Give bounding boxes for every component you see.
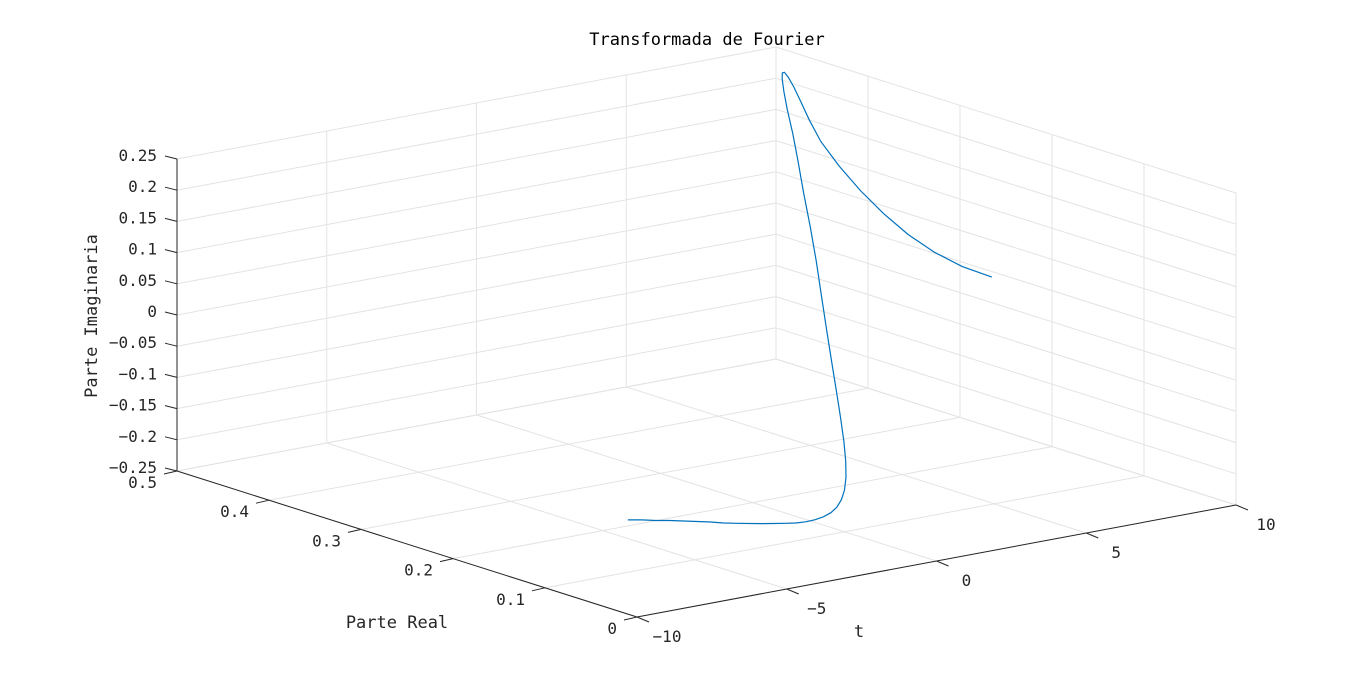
grid-line-t — [476, 414, 937, 562]
t-tick — [1235, 504, 1249, 511]
t-tick-label: −5 — [807, 599, 826, 618]
grid-line-z — [775, 327, 1237, 475]
z-tick-label: 0.15 — [118, 208, 157, 227]
tick-labels: −0.25−0.2−0.15−0.1−0.0500.050.10.150.20.… — [109, 146, 1276, 646]
grid-line-z — [775, 77, 1237, 225]
z-tick — [164, 467, 178, 472]
x-tick-label: 0.1 — [496, 590, 525, 609]
t-tick-label: 5 — [1111, 543, 1121, 562]
z-tick — [164, 311, 178, 316]
grid-line-z — [775, 140, 1237, 288]
y-axis-label: t — [854, 622, 864, 642]
x-tick — [439, 558, 454, 563]
z-tick — [164, 342, 178, 347]
x-axis-label: Parte Real — [346, 613, 448, 633]
z-tick — [164, 186, 178, 191]
z-tick — [164, 436, 178, 441]
grid-line-z — [775, 108, 1237, 256]
x-tick — [255, 499, 270, 504]
z-tick-label: −0.1 — [118, 364, 157, 383]
t-tick — [786, 588, 799, 595]
fourier-curve — [627, 71, 993, 525]
t-tick — [1086, 532, 1099, 539]
z-tick — [164, 249, 178, 254]
axes — [163, 155, 1249, 623]
x-tick-label: 0.5 — [128, 473, 157, 492]
z-tick-label: 0.1 — [128, 240, 157, 259]
z-tick-label: 0 — [147, 302, 157, 321]
x-tick-label: 0.2 — [404, 561, 433, 580]
x-tick — [163, 470, 178, 475]
grid-line-z — [775, 264, 1237, 412]
z-tick-label: −0.25 — [109, 458, 157, 477]
t-tick-label: 0 — [962, 571, 972, 590]
x-axis-line — [176, 470, 638, 618]
z-axis-label: Parte Imaginaria — [82, 234, 102, 398]
z-tick-label: 0.05 — [118, 271, 157, 290]
x-tick — [623, 616, 638, 621]
x-tick-label: 0.3 — [312, 531, 341, 550]
grid-line-t — [775, 358, 1237, 506]
x-tick — [347, 528, 362, 533]
grid-line-z — [775, 171, 1237, 319]
z-tick — [164, 155, 178, 160]
x-tick — [531, 587, 546, 592]
z-tick-label: −0.15 — [109, 396, 157, 415]
grid-line-t — [326, 442, 787, 590]
x-tick-label: 0.4 — [220, 502, 249, 521]
t-tick — [936, 560, 949, 567]
grid-line-t — [626, 386, 1087, 534]
t-tick-label: −10 — [653, 627, 682, 646]
z-tick-label: 0.2 — [128, 177, 157, 196]
grid-line-z — [775, 296, 1237, 444]
grid-line-z — [775, 202, 1237, 350]
x-tick-label: 0 — [607, 619, 617, 638]
z-tick — [164, 217, 178, 222]
t-tick — [636, 616, 650, 623]
curve-layer — [627, 71, 993, 525]
z-tick — [164, 280, 178, 285]
t-tick-label: 10 — [1256, 515, 1275, 534]
chart-title: Transformada de Fourier — [589, 30, 824, 50]
grid-line-z — [775, 46, 1237, 194]
z-tick — [164, 373, 178, 378]
z-tick-label: 0.25 — [118, 146, 157, 165]
z-tick — [164, 405, 178, 410]
z-tick-label: −0.05 — [109, 333, 157, 352]
grid-line-z — [775, 233, 1237, 381]
z-tick-label: −0.2 — [118, 427, 157, 446]
